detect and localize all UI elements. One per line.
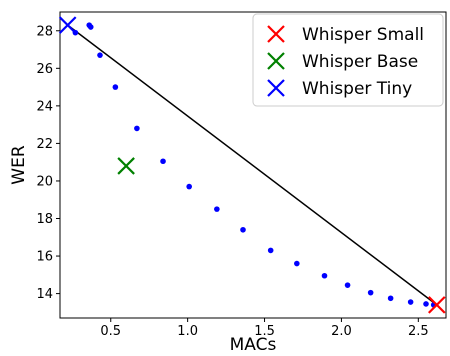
data-point	[267, 247, 274, 254]
whisper-small-legend-label: Whisper Small	[302, 25, 424, 45]
whisper-base-marker	[117, 157, 135, 175]
whisper-small-legend-marker	[267, 25, 285, 43]
y-tick-label: 14	[36, 287, 53, 302]
whisper-tiny-legend-marker-stroke-b	[267, 79, 285, 97]
model-markers	[58, 16, 446, 314]
data-point	[294, 260, 300, 267]
data-point	[186, 183, 192, 190]
whisper-base-marker-stroke-b	[117, 157, 135, 175]
frontier-line	[67, 24, 438, 306]
data-points	[72, 22, 437, 308]
data-point	[423, 301, 429, 307]
whisper-tiny-legend-marker	[267, 79, 285, 97]
data-point	[134, 125, 140, 132]
frontier-line-group	[67, 24, 438, 306]
x-axis-label: MACs	[230, 335, 277, 355]
data-point	[240, 226, 246, 233]
data-point	[214, 206, 220, 212]
data-point	[321, 272, 328, 279]
data-point	[367, 289, 374, 296]
data-point	[387, 295, 394, 302]
x-tick-label: 0.5	[100, 324, 121, 339]
y-tick-label: 22	[36, 137, 53, 152]
data-point	[112, 84, 119, 90]
whisper-tiny-legend-label: Whisper Tiny	[302, 79, 412, 99]
whisper-base-legend-marker-stroke-b	[267, 52, 285, 70]
data-point	[97, 52, 103, 58]
y-axis-ticks: 14 16 18 20 22 24 26 28	[36, 24, 60, 302]
y-axis-label: WER	[9, 145, 29, 185]
x-tick-label: 1.5	[254, 324, 275, 339]
plot-frame	[59, 11, 447, 319]
x-tick-label: 2.5	[408, 324, 429, 339]
y-tick-label: 26	[36, 62, 53, 77]
y-tick-label: 18	[36, 212, 53, 227]
data-point	[87, 24, 94, 30]
whisper-base-legend-label: Whisper Base	[302, 52, 418, 72]
whisper-small-marker-stroke-b	[427, 296, 446, 314]
x-tick-label: 2.0	[331, 324, 352, 339]
y-tick-label: 16	[36, 250, 53, 265]
y-tick-label: 20	[36, 174, 53, 189]
legend: Whisper Small Whisper Base Whisper Tiny	[252, 13, 444, 107]
whisper-small-legend-marker-stroke-b	[267, 25, 285, 43]
y-tick-label: 24	[36, 99, 53, 114]
data-point	[407, 299, 414, 305]
y-tick-label: 28	[36, 24, 53, 39]
whisper-tiny-marker-stroke-b	[58, 16, 77, 34]
whisper-small-marker	[427, 296, 446, 314]
whisper-base-legend-marker	[267, 52, 285, 70]
x-tick-label: 1.0	[177, 324, 198, 339]
data-point	[344, 282, 351, 288]
x-axis-ticks: 0.5 1.0 1.5 2.0 2.5	[100, 318, 429, 339]
legend-items: Whisper Small Whisper Base Whisper Tiny	[267, 25, 424, 99]
data-point	[160, 158, 166, 165]
whisper-tiny-marker	[58, 16, 77, 34]
legend-box	[252, 13, 444, 107]
